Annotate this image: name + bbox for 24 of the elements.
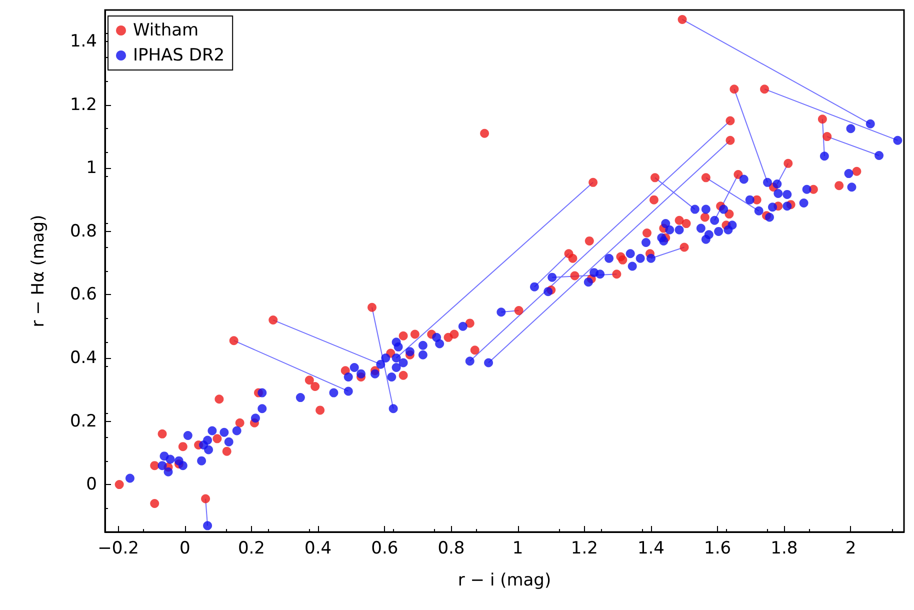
x-tick-label: 0 (179, 538, 190, 558)
y-axis-title: r − Hα (mag) (28, 214, 48, 328)
y-tick-label: 0.2 (70, 411, 97, 432)
y-tick-label: 0 (86, 474, 97, 495)
x-tick-label: 1.2 (570, 538, 598, 558)
x-tick-label: 0.2 (238, 538, 266, 558)
y-tick-label: 1.2 (70, 94, 97, 115)
legend-label: Witham (133, 20, 199, 40)
y-tick-label: 0.4 (70, 348, 97, 368)
x-tick-label: 0.8 (438, 538, 465, 558)
x-axis-title: r − i (mag) (458, 570, 552, 590)
legend-label: IPHAS DR2 (133, 46, 225, 66)
x-tick-label: −0.2 (98, 538, 139, 558)
y-tick-label: 0.8 (70, 221, 97, 242)
x-tick-label: 1.4 (637, 538, 665, 558)
x-tick-label: 1.8 (770, 538, 798, 558)
x-tick-label: 1.6 (704, 538, 732, 558)
x-tick-label: 0.4 (304, 538, 332, 558)
y-tick-label: 1.4 (70, 32, 97, 52)
x-tick-label: 1 (512, 538, 524, 558)
y-tick-label: 0.6 (70, 284, 97, 305)
y-tick-label: 1 (86, 158, 97, 178)
x-tick-label: 2 (845, 538, 856, 558)
x-tick-label: 0.6 (371, 538, 398, 558)
